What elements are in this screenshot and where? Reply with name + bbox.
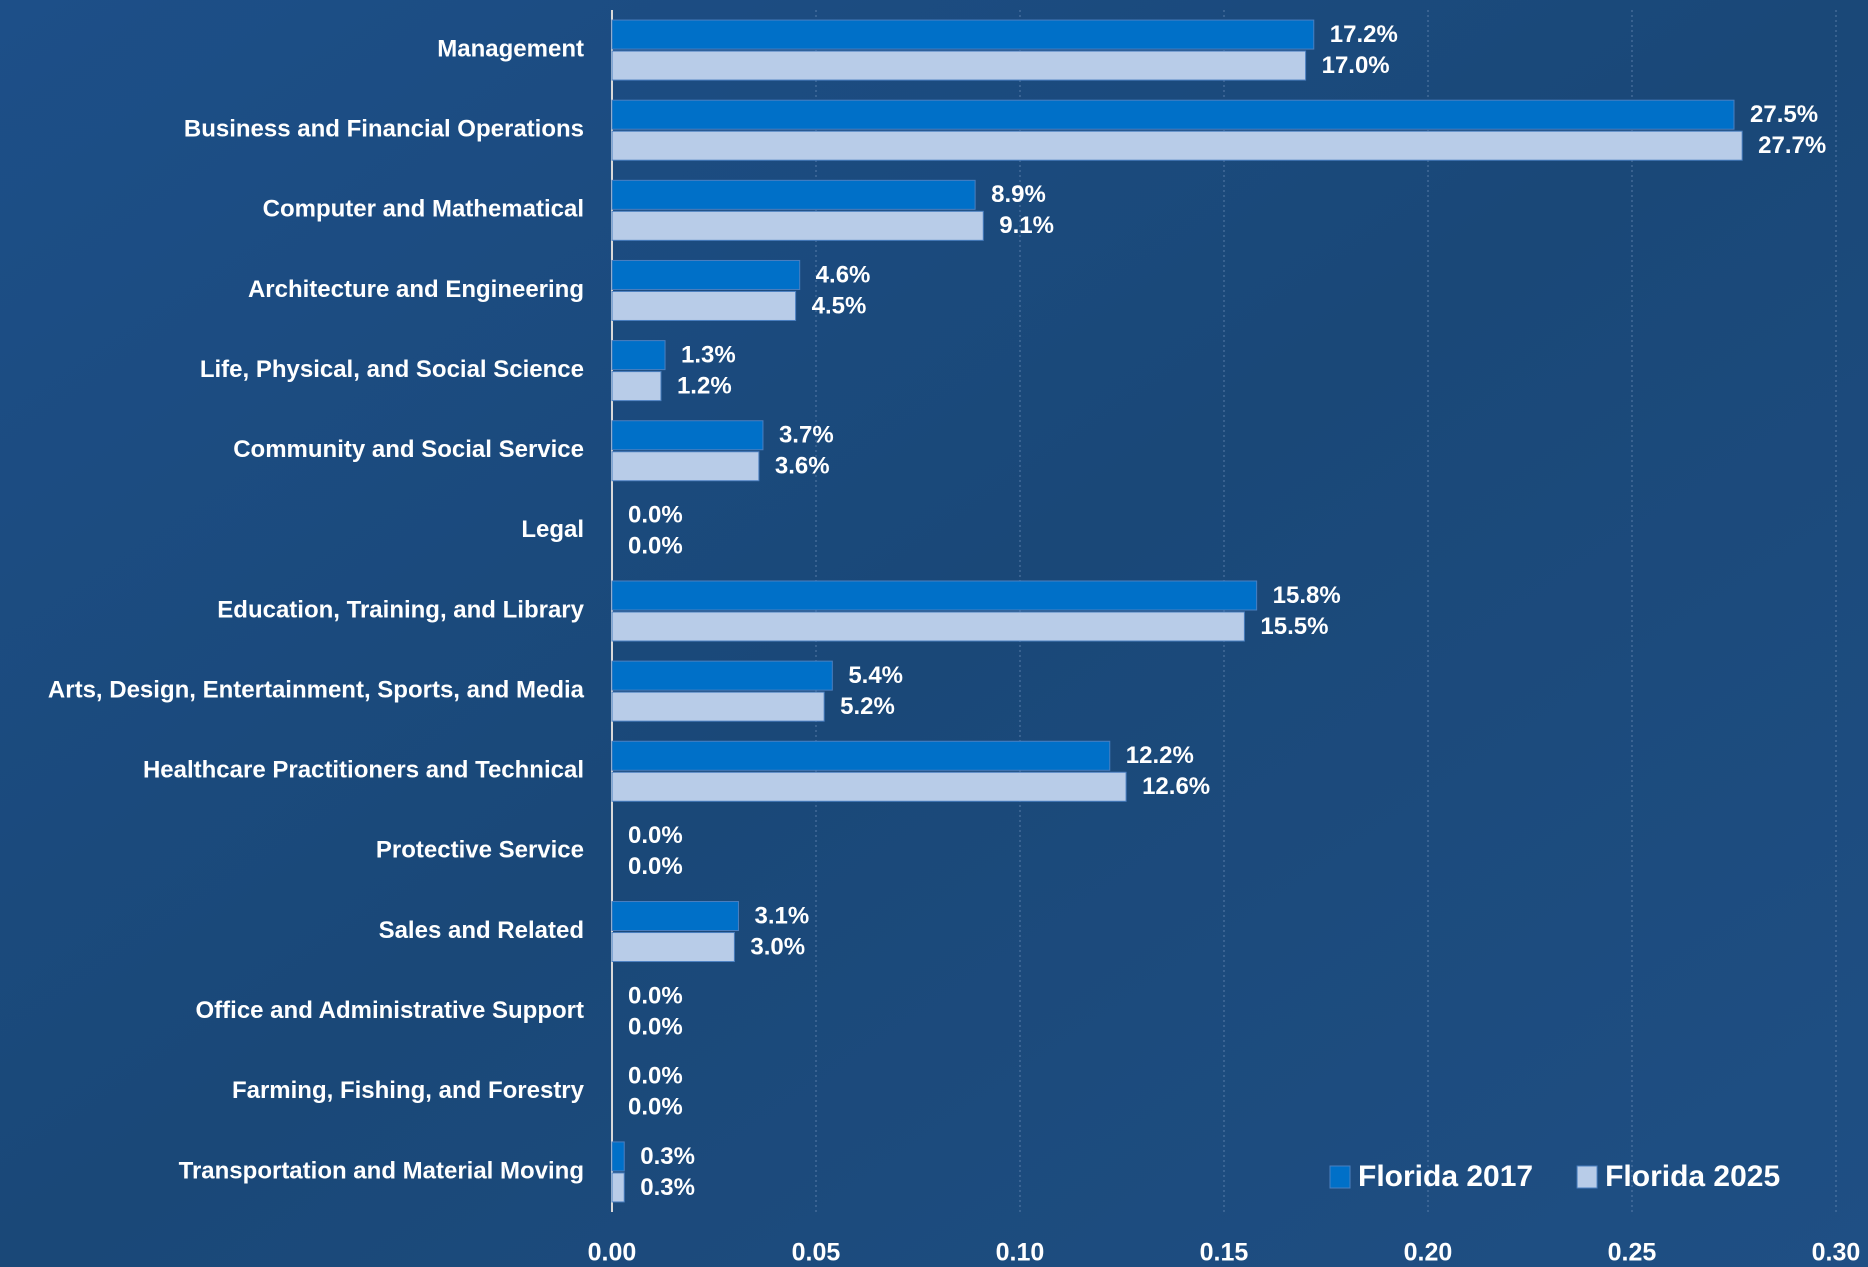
value-label: 0.3% (640, 1174, 695, 1201)
bar (611, 740, 1111, 771)
x-tick-label: 0.10 (996, 1239, 1045, 1267)
x-tick-label: 0.25 (1608, 1239, 1657, 1267)
bar (611, 290, 797, 321)
bar (611, 371, 662, 402)
y-tick-label: Office and Administrative Support (196, 997, 585, 1024)
y-tick-label: Transportation and Material Moving (179, 1157, 584, 1184)
bar (611, 99, 1735, 130)
value-label: 17.0% (1322, 52, 1390, 79)
value-label: 4.6% (816, 261, 871, 288)
bar (611, 1172, 625, 1203)
value-label: 5.2% (840, 693, 895, 720)
value-label: 27.5% (1750, 101, 1818, 128)
y-tick-label: Healthcare Practitioners and Technical (143, 757, 584, 784)
value-label: 15.5% (1260, 613, 1328, 640)
value-label: 1.3% (681, 341, 736, 368)
value-label: 12.6% (1142, 773, 1210, 800)
bar (611, 210, 984, 241)
value-label: 9.1% (999, 212, 1054, 239)
y-tick-label: Arts, Design, Entertainment, Sports, and… (48, 676, 585, 703)
y-tick-label: Community and Social Service (233, 436, 584, 463)
bar (611, 691, 825, 722)
value-label: 8.9% (991, 181, 1046, 208)
value-label: 12.2% (1126, 742, 1194, 769)
x-tick-label: 0.00 (588, 1239, 637, 1267)
x-tick-label: 0.15 (1200, 1239, 1249, 1267)
x-tick-label: 0.30 (1812, 1239, 1861, 1267)
y-tick-label: Education, Training, and Library (217, 596, 584, 623)
bar (611, 771, 1127, 802)
bar (611, 451, 760, 482)
bar (611, 259, 801, 290)
bar (611, 130, 1743, 161)
legend-swatch (1576, 1165, 1598, 1189)
value-label: 0.0% (628, 822, 683, 849)
bar (611, 901, 739, 932)
value-label: 3.1% (754, 902, 809, 929)
value-label: 5.4% (848, 662, 903, 689)
value-label: 0.0% (628, 533, 683, 560)
value-label: 0.0% (628, 1094, 683, 1121)
value-label: 0.0% (628, 1063, 683, 1090)
value-label: 0.0% (628, 853, 683, 880)
value-label: 17.2% (1330, 21, 1398, 48)
bar (611, 420, 764, 451)
x-tick-label: 0.20 (1404, 1239, 1453, 1267)
legend-label: Florida 2017 (1358, 1160, 1533, 1193)
value-label: 3.6% (775, 453, 830, 480)
bar (611, 340, 666, 371)
value-label: 0.0% (628, 1014, 683, 1041)
bar (611, 50, 1307, 81)
legend-swatch (1329, 1165, 1351, 1189)
bar (611, 19, 1315, 50)
x-tick-label: 0.05 (792, 1239, 841, 1267)
bar (611, 179, 976, 210)
value-label: 4.5% (812, 292, 867, 319)
value-label: 15.8% (1273, 582, 1341, 609)
bar (611, 611, 1245, 642)
y-tick-label: Farming, Fishing, and Forestry (232, 1077, 585, 1104)
value-label: 0.0% (628, 502, 683, 529)
y-tick-label: Business and Financial Operations (184, 116, 584, 143)
bar (611, 580, 1258, 611)
y-tick-label: Computer and Mathematical (263, 196, 584, 223)
y-tick-label: Architecture and Engineering (248, 276, 584, 303)
value-label: 3.7% (779, 422, 834, 449)
value-label: 0.0% (628, 983, 683, 1010)
value-label: 27.7% (1758, 132, 1826, 159)
y-tick-label: Life, Physical, and Social Science (200, 356, 584, 383)
y-tick-label: Protective Service (376, 837, 584, 864)
legend-label: Florida 2025 (1605, 1160, 1780, 1193)
y-tick-label: Management (437, 35, 584, 62)
value-label: 1.2% (677, 372, 732, 399)
bar (611, 1141, 625, 1172)
bar (611, 932, 735, 963)
value-label: 0.3% (640, 1143, 695, 1170)
y-tick-label: Sales and Related (379, 917, 584, 944)
y-tick-label: Legal (521, 516, 584, 543)
bar (611, 660, 833, 691)
value-label: 3.0% (750, 933, 805, 960)
